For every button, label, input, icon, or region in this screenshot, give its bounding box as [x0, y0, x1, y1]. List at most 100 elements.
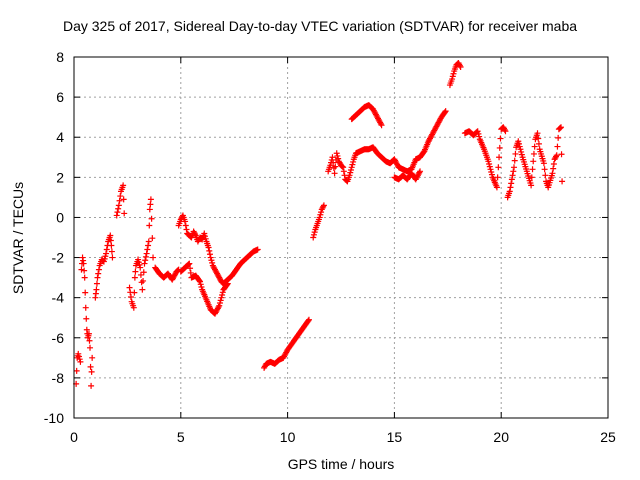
data-point [78, 266, 85, 273]
data-point [135, 256, 142, 263]
data-point [140, 269, 147, 276]
data-point [140, 277, 147, 284]
data-point [330, 159, 337, 166]
data-point [93, 286, 100, 293]
data-point [486, 160, 493, 167]
x-tick-label: 5 [177, 429, 185, 445]
data-point [103, 250, 110, 257]
data-point [148, 215, 155, 222]
data-point [542, 172, 549, 179]
data-point [305, 316, 312, 323]
data-point [541, 166, 548, 173]
x-tick-label: 0 [70, 429, 78, 445]
data-point [196, 277, 203, 284]
data-point [76, 356, 83, 363]
data-point [333, 150, 340, 157]
data-point [208, 257, 215, 264]
data-point [535, 135, 542, 142]
data-point [305, 317, 312, 324]
data-point [137, 271, 144, 278]
data-point [75, 353, 82, 360]
data-points [73, 60, 566, 389]
data-point [529, 166, 536, 173]
x-tick-label: 25 [600, 429, 616, 445]
data-point [81, 267, 88, 274]
data-point [182, 222, 189, 229]
data-point [215, 304, 222, 311]
data-point [501, 126, 508, 133]
x-tick-label: 10 [280, 429, 296, 445]
data-point [511, 164, 518, 171]
y-tick-label: -2 [52, 250, 65, 266]
data-point [511, 157, 518, 164]
data-point [310, 234, 317, 241]
data-point [77, 358, 84, 365]
data-point [558, 124, 565, 131]
data-point [224, 281, 231, 288]
y-tick-label: -8 [52, 370, 65, 386]
data-point [488, 171, 495, 178]
data-point [146, 206, 153, 213]
data-point [131, 289, 138, 296]
data-point [202, 235, 209, 242]
data-point [540, 160, 547, 167]
data-point [502, 128, 509, 135]
data-point [207, 254, 214, 261]
data-point [206, 251, 213, 258]
data-point [206, 247, 213, 254]
data-point [320, 203, 327, 210]
data-point [416, 169, 423, 176]
data-point [224, 280, 231, 287]
data-point [334, 152, 341, 159]
axis-ticks: 0 5 10 15 20 25 -10 -8 -6 -4 -2 0 2 4 6 8 [44, 49, 616, 445]
data-point [518, 151, 525, 158]
data-point [553, 152, 560, 159]
plot-frame [73, 56, 609, 419]
data-point [550, 165, 557, 172]
data-point [535, 140, 542, 147]
data-point [329, 154, 336, 161]
data-point [557, 124, 564, 131]
data-point [512, 150, 519, 157]
data-point [528, 182, 535, 189]
data-point [100, 258, 107, 265]
data-point [101, 255, 108, 262]
data-point [516, 140, 522, 147]
data-point [515, 138, 522, 145]
chart-title: Day 325 of 2017, Sidereal Day-to-day VTE… [62, 18, 578, 34]
data-point [450, 70, 457, 77]
data-point [317, 211, 324, 218]
data-point [114, 209, 121, 216]
data-point [95, 266, 102, 273]
data-point [441, 109, 448, 116]
data-point [488, 168, 495, 175]
data-point [487, 166, 494, 173]
data-point [142, 257, 149, 264]
data-point [509, 172, 516, 179]
data-point [186, 260, 193, 267]
data-point [209, 259, 216, 266]
data-point [493, 184, 500, 191]
data-point [553, 153, 560, 160]
data-point [137, 264, 144, 271]
data-point [516, 143, 523, 150]
data-point [147, 201, 154, 208]
data-point [348, 164, 355, 171]
data-point [149, 235, 156, 242]
data-point [378, 122, 385, 129]
data-point [254, 246, 261, 253]
y-tick-label: 4 [56, 129, 64, 145]
data-point [417, 168, 424, 175]
data-point [216, 302, 223, 309]
data-point [107, 232, 114, 239]
data-point [530, 158, 537, 165]
data-point [83, 315, 90, 322]
data-point [475, 130, 482, 137]
data-point [94, 274, 101, 281]
data-point [350, 158, 357, 165]
data-point [88, 382, 95, 389]
data-point [517, 146, 524, 153]
grid [74, 57, 608, 418]
data-point [347, 166, 354, 173]
